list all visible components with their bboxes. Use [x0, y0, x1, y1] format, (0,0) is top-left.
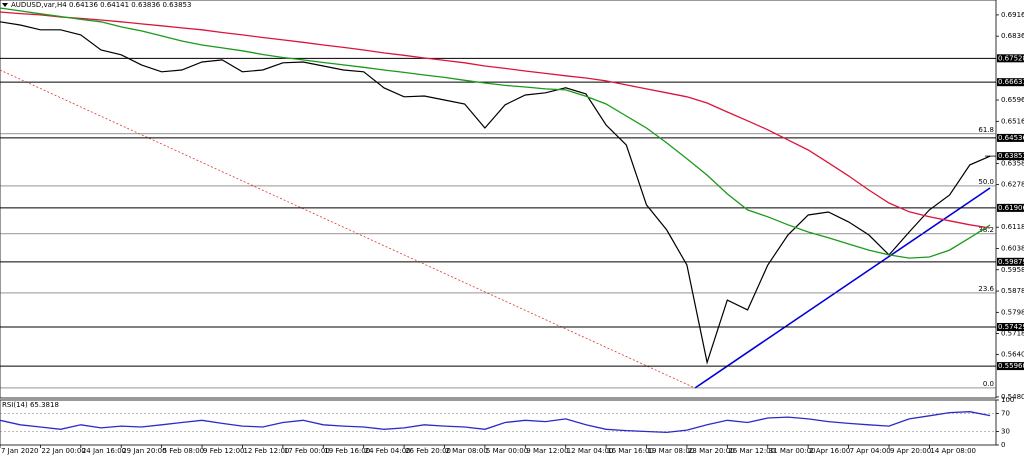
x-tick-label: 14 Apr 08:00 [930, 447, 976, 455]
series-line [0, 7, 991, 259]
x-tick-label: 22 Jan 00:00 [41, 447, 85, 455]
x-tick-label: 19 Mar 08:00 [648, 447, 695, 455]
level-tag [997, 203, 1024, 212]
y-tick-label: 0 [1001, 441, 1005, 449]
rsi-title: RSI(14) 65.3818 [2, 401, 59, 409]
x-tick-label: 24 Feb 04:00 [365, 447, 411, 455]
series-line [0, 21, 991, 365]
fib-label: 38.2 [978, 226, 994, 234]
x-tick-label: 7 Apr 04:00 [850, 447, 891, 455]
x-tick-label: 31 Mar 00:00 [769, 447, 816, 455]
menu-icon [2, 3, 8, 7]
level-label: 0.64536 [998, 134, 1024, 142]
x-tick-label: 29 Jan 20:00 [122, 447, 166, 455]
x-tick-label: 17 Feb 00:00 [284, 447, 330, 455]
chart-title: AUDUSD,var,H4 0.64136 0.64141 0.63836 0.… [11, 1, 191, 9]
series-line [0, 11, 991, 229]
level-label: 0.67528 [998, 54, 1024, 62]
trend-line-dotted [0, 69, 696, 389]
level-tag [997, 54, 1024, 63]
x-tick-label: 5 Feb 08:00 [163, 447, 204, 455]
last-price-label: 0.63853 [998, 152, 1024, 160]
fib-label: 23.6 [978, 285, 994, 293]
level-label: 0.61906 [998, 204, 1024, 212]
x-tick-label: 26 Feb 20:00 [405, 447, 451, 455]
x-tick-label: 2 Mar 08:00 [445, 447, 487, 455]
y-tick-label: 0.54800 [1001, 393, 1024, 401]
x-tick-label: 26 Mar 12:00 [728, 447, 775, 455]
level-label: 0.66631 [998, 78, 1024, 86]
fib-label: 61.8 [978, 126, 994, 134]
x-tick-label: 16 Mar 16:00 [607, 447, 654, 455]
x-tick-label: 19 Feb 16:00 [324, 447, 370, 455]
x-tick-label: 9 Feb 12:00 [203, 447, 244, 455]
fib-label: 50.0 [978, 178, 994, 186]
x-tick-label: 9 Mar 12:00 [526, 447, 568, 455]
level-label: 0.57429 [998, 323, 1024, 331]
level-label: 0.59879 [998, 258, 1024, 266]
x-tick-label: 12 Feb 12:00 [243, 447, 289, 455]
x-tick-label: 12 Mar 04:00 [567, 447, 614, 455]
trend-line [694, 187, 991, 389]
y-tick-label: 100 [1001, 396, 1014, 404]
x-tick-label: 2 Apr 16:00 [809, 447, 850, 455]
level-tag [997, 362, 1024, 371]
level-tag [997, 322, 1024, 331]
main-pane [0, 0, 997, 399]
level-tag [997, 257, 1024, 266]
series-line [0, 411, 991, 434]
x-tick-label: 23 Mar 20:00 [688, 447, 735, 455]
rsi-pane [0, 399, 997, 446]
y-tick-label: 30 [1001, 428, 1010, 436]
x-tick-label: 9 Apr 20:00 [890, 447, 931, 455]
last-price-tag [997, 152, 1024, 161]
x-tick-label: 24 Jan 16:00 [82, 447, 126, 455]
level-tag [997, 133, 1024, 142]
x-tick-label: 7 Jan 2020 [1, 447, 39, 455]
x-tick-label: 5 Mar 00:00 [486, 447, 528, 455]
y-tick-label: 70 [1001, 410, 1010, 418]
level-tag [997, 78, 1024, 87]
fib-label: 0.0 [983, 380, 994, 388]
